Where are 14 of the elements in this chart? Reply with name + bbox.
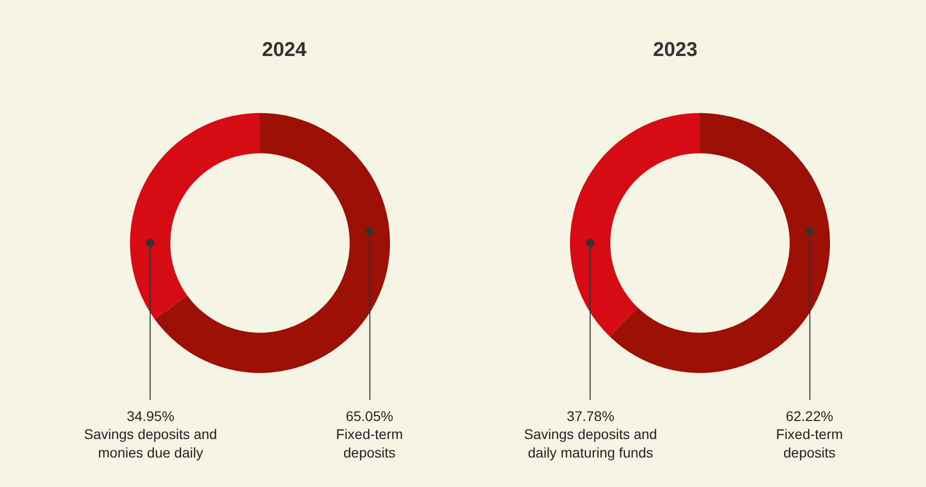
- slice-label: Savings deposits and monies due daily: [84, 426, 218, 460]
- donut-slice: [570, 113, 700, 337]
- donut-slice: [154, 113, 390, 373]
- donut-slice: [610, 113, 830, 373]
- slice-label: Fixed-term deposits: [776, 426, 843, 460]
- chart-title: 2023: [653, 39, 698, 61]
- data-label: 34.95%: [126, 408, 174, 424]
- slice-label: Fixed-term deposits: [336, 426, 403, 460]
- data-label: 65.05%: [346, 408, 394, 424]
- donut-slice: [130, 113, 260, 320]
- slice-label: Savings deposits and daily maturing funds: [524, 426, 658, 460]
- data-label: 62.22%: [786, 408, 834, 424]
- chart-title: 2024: [262, 39, 308, 61]
- data-label: 37.78%: [566, 408, 614, 424]
